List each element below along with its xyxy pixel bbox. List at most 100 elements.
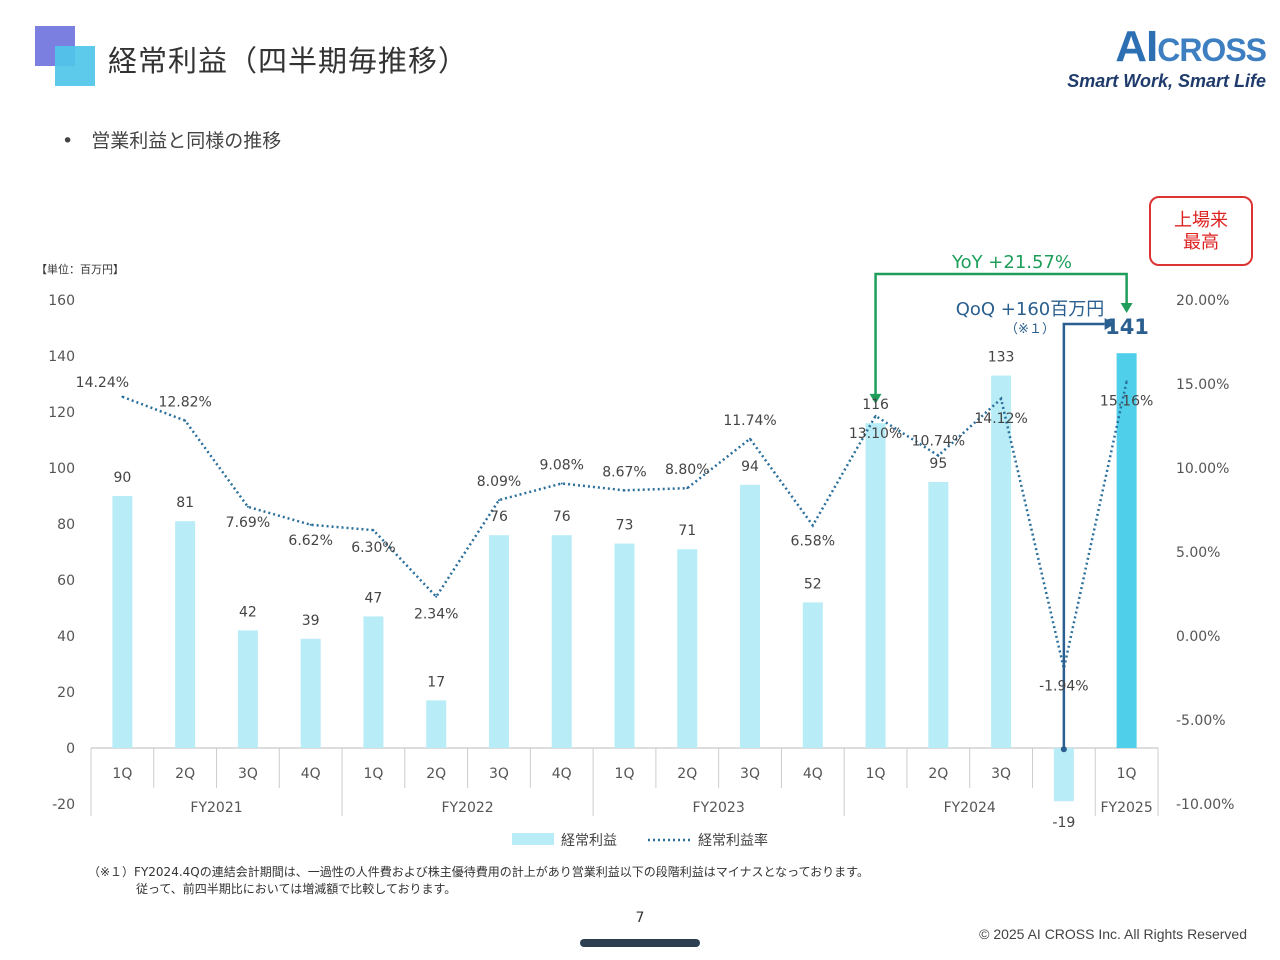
logo-tagline: Smart Work, Smart Life [1067, 71, 1266, 91]
bar-4 [300, 638, 321, 748]
line-point [435, 595, 438, 598]
bar-value-label: -19 [1052, 815, 1075, 831]
line-value-label: 14.12% [974, 411, 1027, 427]
category-label: 4Q [552, 766, 572, 782]
scroll-indicator[interactable] [580, 939, 700, 947]
qoq-label: QoQ +160百万円 [956, 299, 1105, 320]
category-label: 2Q [677, 766, 697, 782]
y-left-tick-label: 20 [57, 685, 75, 701]
line-point [309, 523, 312, 526]
category-label: 3Q [489, 766, 509, 782]
data-labels: 90 81 42 39 47 17 76 76 73 71 94 52 116 95 133 -19 14.24… [76, 350, 1154, 832]
bar-15 [991, 375, 1012, 748]
category-label: 2Q [175, 766, 195, 782]
bar-value-label: 116 [862, 397, 889, 413]
y-right-tick-label: 10.00% [1176, 461, 1229, 477]
badge-line-2: 最高 [1183, 232, 1219, 253]
bar-14 [928, 482, 949, 748]
bar-value-label: 73 [616, 518, 634, 534]
yoy-arrowhead [1120, 303, 1133, 313]
record-high-badge: 上場来 最高 [1149, 196, 1253, 266]
line-value-label: 11.74% [723, 413, 776, 429]
bar-10 [677, 549, 698, 748]
line-value-label: 10.74% [912, 434, 965, 450]
y-left-tick-label: 120 [48, 405, 75, 421]
category-label: 3Q [991, 766, 1011, 782]
line-point [497, 499, 500, 502]
category-label: 2Q [928, 766, 948, 782]
bar-value-label: 52 [804, 576, 822, 592]
highlight-value-label: 141 [1105, 315, 1149, 339]
bar-16 [1053, 748, 1074, 802]
logo-square-cyan [55, 46, 95, 86]
line-value-label: 12.82% [158, 395, 211, 411]
footnote-line-1: （※１）FY2024.4Qの連結会計期間は、一過性の人件費および株主優待費用の計… [88, 865, 869, 879]
line-value-label: 7.69% [226, 515, 270, 531]
line-series [121, 272, 1133, 753]
bar-series [112, 353, 1137, 802]
line-point [560, 482, 563, 485]
bar-value-label: 39 [302, 613, 320, 629]
group-label: FY2023 [693, 800, 745, 816]
line-value-label: 9.08% [539, 457, 583, 473]
bar-2 [175, 521, 196, 748]
bar-value-label: 81 [176, 495, 194, 511]
bar-6 [426, 700, 447, 748]
line-point [372, 529, 375, 532]
y-left-tick-label: -20 [52, 797, 75, 813]
bar-value-label: 17 [427, 674, 445, 690]
bullet-point: • 営業利益と同様の推移 [62, 126, 281, 153]
y-left-tick-label: 100 [48, 461, 75, 477]
group-label: FY2022 [441, 800, 493, 816]
line-value-label: 2.34% [414, 607, 458, 623]
line-value-label: 8.67% [602, 464, 646, 480]
category-label: 3Q [740, 766, 760, 782]
line-value-label: 8.09% [477, 474, 521, 490]
y-right-tick-label: -5.00% [1176, 713, 1226, 729]
line-point [937, 454, 940, 457]
qoq-arrow [1062, 322, 1105, 750]
line-value-label: 8.80% [665, 462, 709, 478]
chart-axes: -20 0 20 40 60 80 100 120 140 160 -10.00% -5.00% 0.0… [48, 293, 1234, 816]
y-right-tick-label: 20.00% [1176, 293, 1229, 309]
category-label: 3Q [238, 766, 258, 782]
bar-12 [802, 602, 823, 748]
bar-value-label: 133 [988, 350, 1015, 366]
y-left-tick-label: 0 [66, 741, 75, 757]
bar-value-label: 47 [365, 590, 383, 606]
y-right-tick-label: 15.00% [1176, 377, 1229, 393]
yoy-label: YoY +21.57% [951, 252, 1072, 273]
y-left-tick-label: 80 [57, 517, 75, 533]
line-value-label: 6.58% [791, 533, 835, 549]
badge-line-1: 上場来 [1174, 210, 1228, 231]
bar-8 [551, 535, 572, 748]
bar-1 [112, 496, 133, 748]
line-point [686, 487, 689, 490]
category-label: 1Q [112, 766, 132, 782]
bullet-dot-icon: • [62, 130, 74, 152]
line-value-label: -1.94% [1039, 679, 1089, 695]
group-label: FY2021 [190, 800, 242, 816]
legend-label-bar: 経常利益 [561, 833, 617, 849]
page-number: 7 [635, 910, 645, 926]
bar-5 [363, 616, 384, 748]
y-right-tick-label: 0.00% [1176, 629, 1220, 645]
category-label: 1Q [363, 766, 383, 782]
logo-ai-text: AI [1115, 22, 1158, 71]
group-label: FY2025 [1101, 800, 1153, 816]
line-point [749, 437, 752, 440]
bar-value-label: 95 [929, 456, 947, 472]
category-label: 1Q [1117, 766, 1137, 782]
qoq-note: （※１） [1005, 322, 1055, 337]
category-label: 2Q [426, 766, 446, 782]
line-value-label: 13.10% [849, 426, 902, 442]
bar-9 [614, 543, 635, 748]
line-point [121, 395, 124, 398]
bar-11 [740, 484, 761, 748]
qoq-start-dot [1060, 746, 1067, 753]
legend-label-line: 経常利益率 [698, 832, 768, 849]
footnote: （※１）FY2024.4Qの連結会計期間は、一過性の人件費および株主優待費用の計… [88, 864, 869, 898]
yoy-start-arrow [869, 393, 882, 404]
y-left-tick-label: 160 [48, 293, 75, 309]
